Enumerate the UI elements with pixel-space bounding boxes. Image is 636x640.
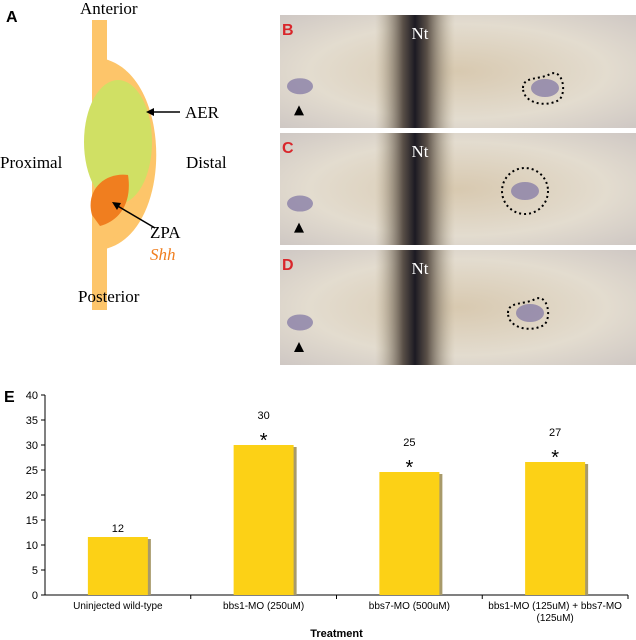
panel-label: D — [282, 257, 294, 274]
neural-tube — [375, 250, 455, 365]
bar — [379, 472, 440, 595]
proximal-label: Proximal — [0, 153, 63, 172]
significance: * — [405, 457, 413, 479]
region-label: Nt — [412, 259, 429, 278]
posterior-label: Posterior — [78, 287, 140, 306]
x-axis-title: Treatment — [310, 628, 363, 640]
stain — [287, 78, 313, 95]
distal-label: Distal — [186, 153, 227, 172]
micrograph — [280, 133, 636, 245]
significance: * — [551, 447, 559, 469]
region-label: Nt — [412, 142, 429, 161]
neural-tube — [375, 133, 455, 245]
y-tick-label: 30 — [26, 440, 38, 452]
stain — [511, 182, 539, 200]
bar — [87, 537, 148, 595]
zpa — [90, 174, 129, 226]
arrowhead — [294, 105, 304, 116]
y-tick-label: 5 — [32, 565, 38, 577]
limb-mesenchyme — [84, 80, 152, 204]
outline — [501, 167, 549, 215]
x-tick-label: bbs1-MO (250uM) — [223, 601, 305, 612]
bar — [233, 445, 294, 595]
arrowhead — [146, 108, 154, 116]
panel-label: A — [6, 9, 18, 26]
arrowhead — [294, 342, 304, 352]
arrowhead — [294, 222, 304, 233]
significance: * — [260, 430, 268, 452]
panel-label: C — [282, 140, 294, 157]
arrowhead — [112, 202, 121, 210]
x-tick-label: bbs7-MO (500uM) — [368, 601, 450, 612]
y-tick-label: 15 — [26, 515, 38, 527]
anterior-label: Anterior — [80, 0, 138, 18]
stain — [516, 304, 544, 322]
zpa-label: ZPA — [150, 223, 181, 242]
y-tick-label: 0 — [32, 590, 38, 602]
arrow — [115, 204, 156, 229]
y-tick-label: 40 — [26, 390, 38, 402]
stain — [287, 195, 313, 212]
micrograph — [280, 15, 636, 128]
neural-tube — [375, 15, 455, 128]
gene-label: Shh — [150, 245, 176, 264]
value-label: 25 — [403, 437, 415, 449]
x-tick-label: Uninjected wild-type — [73, 601, 163, 612]
stain — [287, 314, 313, 331]
region-label: Nt — [412, 24, 429, 43]
panel-label: E — [4, 389, 15, 406]
y-tick-label: 20 — [26, 490, 38, 502]
bar — [525, 462, 586, 595]
stain — [531, 79, 559, 97]
y-tick-label: 10 — [26, 540, 38, 552]
panel-label: B — [282, 22, 294, 39]
x-tick-label: bbs1-MO (125uM) + bbs7-MO (125uM) — [488, 601, 622, 624]
aer-label: AER — [185, 103, 220, 122]
value-label: 30 — [258, 410, 270, 422]
value-label: 12 — [112, 523, 124, 535]
y-tick-label: 35 — [26, 415, 38, 427]
value-label: 27 — [549, 427, 561, 439]
y-tick-label: 25 — [26, 465, 38, 477]
micrograph — [280, 250, 636, 365]
